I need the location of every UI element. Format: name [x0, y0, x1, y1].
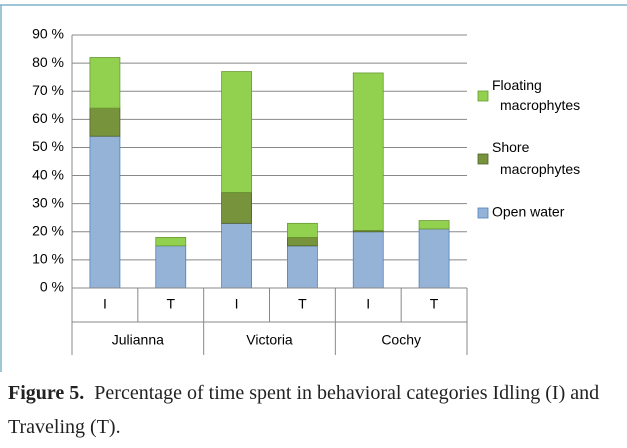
x-tick-label: I [103, 296, 107, 312]
legend-swatch [477, 90, 489, 102]
y-tick-label: 0 % [40, 279, 64, 295]
bar-segment [89, 57, 121, 109]
y-tick-label: 20 % [32, 222, 64, 238]
legend-label: Floating macrophytes [492, 77, 580, 113]
y-tick-label: 30 % [32, 194, 64, 210]
bar-segment [89, 107, 121, 137]
legend-label: Shore macrophytes [492, 139, 580, 177]
bar-segment [418, 220, 450, 230]
bar-segment [287, 245, 318, 289]
group-label: Victoria [246, 332, 293, 348]
bar-segment [418, 228, 450, 289]
bar-segment [155, 236, 187, 247]
x-tick-label: I [366, 296, 370, 312]
bar-segment [221, 222, 252, 289]
x-tick-label: T [430, 296, 439, 312]
bar-segment [352, 72, 384, 231]
x-tick-label: T [166, 296, 175, 312]
y-tick-label: 60 % [32, 110, 64, 126]
frame [0, 4, 627, 372]
group-label: Cochy [381, 332, 421, 348]
y-tick-label: 70 % [32, 82, 64, 98]
y-tick-label: 50 % [32, 138, 64, 154]
y-tick-label: 90 % [32, 26, 64, 42]
bar-segment [287, 222, 318, 238]
legend-swatch [477, 153, 489, 165]
caption: Figure 5. Percentage of time spent in be… [8, 376, 623, 444]
group-label: Julianna [112, 332, 164, 348]
x-tick-label: T [298, 296, 307, 312]
bar-segment [155, 245, 187, 289]
bar-segment [352, 231, 384, 289]
legend-swatch [477, 207, 489, 219]
y-tick-label: 10 % [32, 251, 64, 267]
bar-segment [287, 236, 318, 247]
chart: 0 % 10 % 20 % 30 % 40 % 50 % 60 % 70 % 80 % 90 % I… [0, 4, 627, 372]
y-tick-label: 80 % [32, 54, 64, 70]
caption-label: Figure 5. [8, 382, 85, 404]
bar-segment [221, 192, 252, 224]
legend-label: Open water [492, 204, 565, 220]
bar-segment [89, 135, 121, 289]
caption-text: Percentage of time spent in behavioral c… [8, 382, 600, 438]
x-tick-label: I [235, 296, 239, 312]
y-tick-label: 40 % [32, 166, 64, 182]
bar-segment [221, 71, 252, 193]
